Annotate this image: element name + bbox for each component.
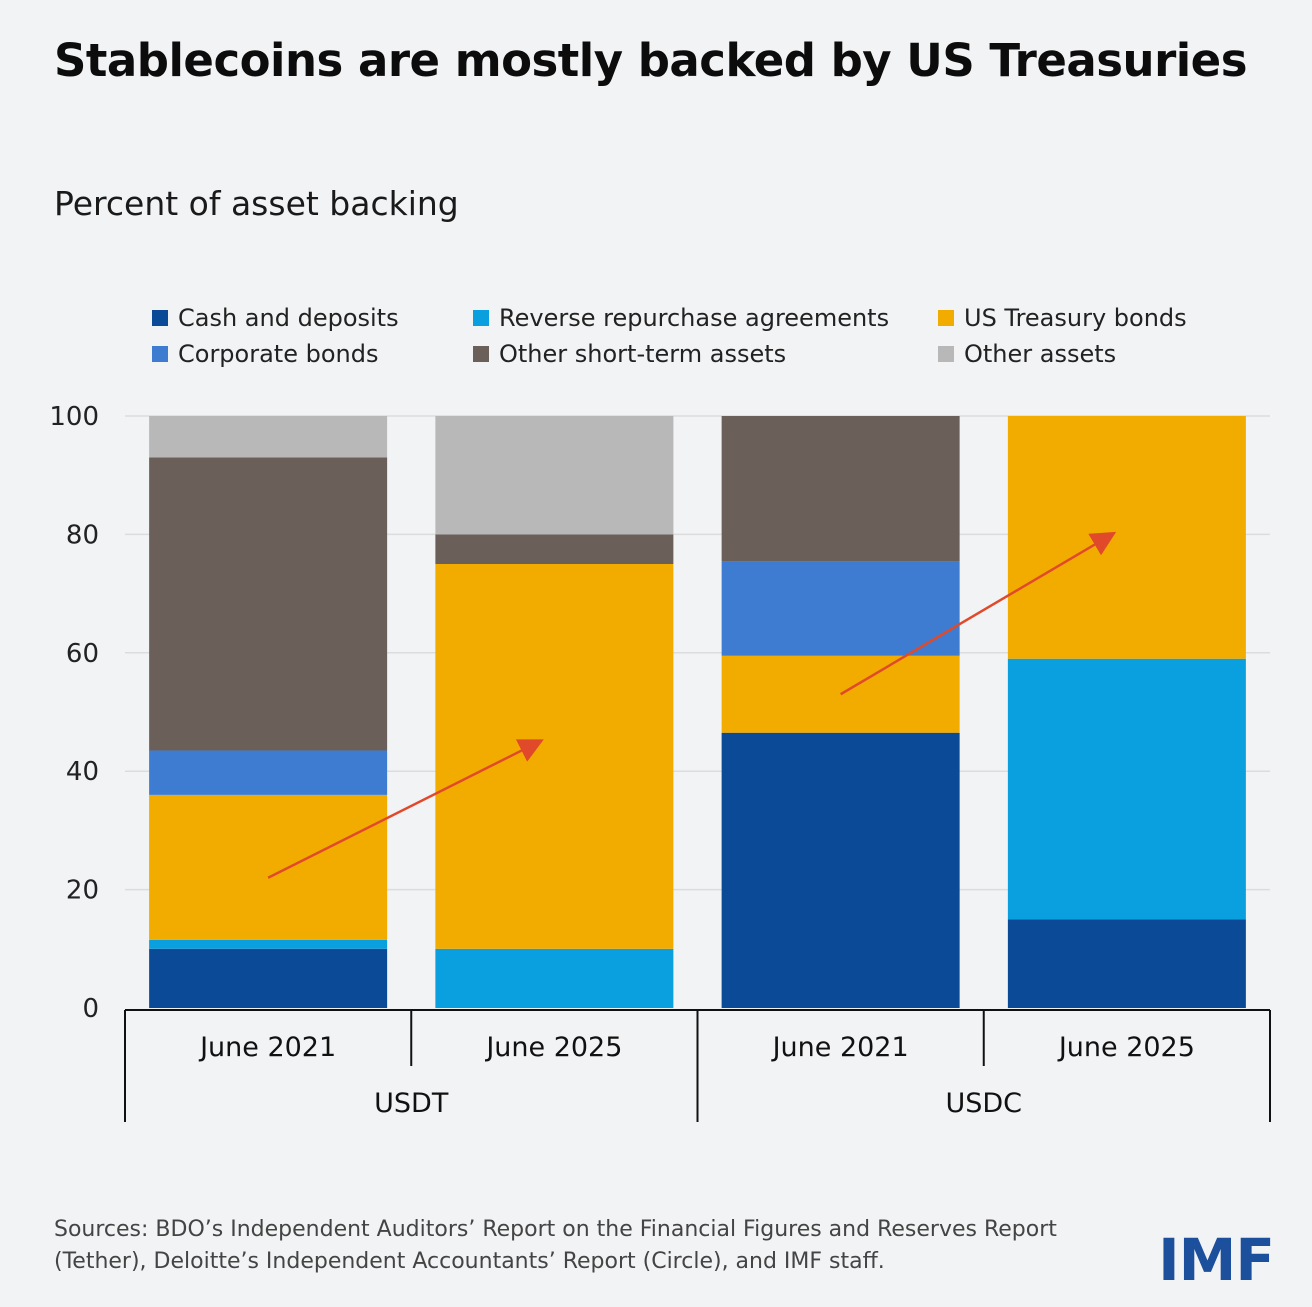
bar-segment (149, 457, 388, 751)
legend-swatch (938, 346, 954, 362)
legend-item-corporate-bonds: Corporate bonds (152, 340, 378, 368)
bar-segment (721, 561, 960, 656)
bar-segment (1007, 919, 1246, 1008)
x-category-label: June 2025 (484, 1032, 622, 1063)
legend-swatch (938, 310, 954, 326)
legend-swatch (152, 310, 168, 326)
legend-item-other-assets: Other assets (938, 340, 1116, 368)
stacked-bar-chart: 0 20 40 60 80 100 June 2021 June 2025 June 2021 J… (49, 402, 1271, 1122)
bar-segment (149, 416, 388, 458)
y-tick-label: 60 (66, 639, 99, 669)
bar-segment (435, 948, 674, 1008)
legend-item-cash: Cash and deposits (152, 304, 399, 332)
bar-segment (1007, 416, 1246, 659)
y-tick-label: 0 (82, 994, 99, 1024)
y-tick-label: 40 (66, 757, 99, 787)
bar-segment (721, 732, 960, 1008)
y-tick-label: 20 (66, 876, 99, 906)
bar-segment (721, 416, 960, 562)
imf-logo: IMF (1158, 1226, 1275, 1294)
bar-segment (1007, 658, 1246, 920)
trend-arrow (267, 739, 544, 879)
trend-arrow (839, 531, 1117, 696)
legend-label: Reverse repurchase agreements (499, 304, 890, 332)
legend-swatch (473, 346, 489, 362)
bar-segment (149, 794, 388, 940)
sources-note: Sources: BDO’s Independent Auditors’ Rep… (54, 1217, 1057, 1274)
x-category-label: June 2025 (1057, 1032, 1195, 1063)
legend-item-us-treasury: US Treasury bonds (938, 304, 1187, 332)
y-tick-label: 100 (49, 402, 99, 432)
x-category-label: June 2021 (198, 1032, 336, 1063)
legend-label: Other short-term assets (499, 340, 787, 368)
legend-item-reverse-repo: Reverse repurchase agreements (473, 304, 889, 332)
bar-segment (435, 416, 674, 535)
x-category-label: June 2021 (771, 1032, 909, 1063)
bar-segment (149, 750, 388, 795)
legend-item-other-short-term: Other short-term assets (473, 340, 786, 368)
x-group-label: USDC (945, 1088, 1022, 1119)
bar-segment (435, 534, 674, 564)
y-tick-label: 80 (66, 520, 99, 550)
legend-label: Corporate bonds (178, 340, 379, 368)
legend-label: Other assets (964, 340, 1117, 368)
bar-segment (149, 939, 388, 949)
legend-swatch (152, 346, 168, 362)
bar-segment (435, 564, 674, 949)
x-group-label: USDT (374, 1088, 449, 1119)
bar-segment (149, 948, 388, 1008)
chart-subtitle: Percent of asset backing (54, 184, 459, 223)
legend-label: US Treasury bonds (964, 304, 1187, 332)
legend-label: Cash and deposits (178, 304, 399, 332)
chart-title: Stablecoins are mostly backed by US Trea… (54, 34, 1248, 87)
legend-swatch (473, 310, 489, 326)
